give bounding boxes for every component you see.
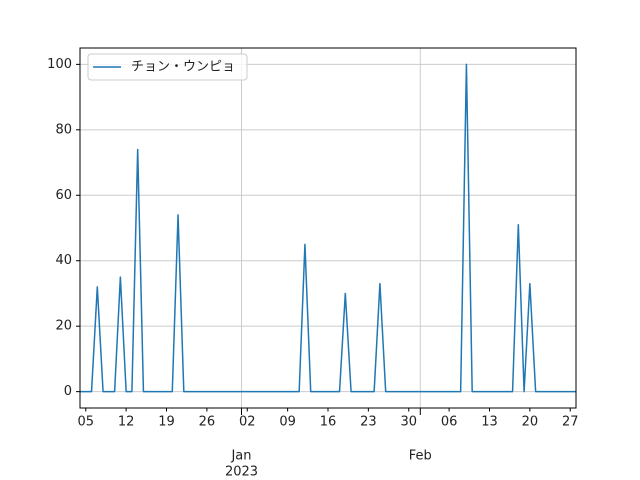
x-tick-label: 19: [158, 415, 175, 430]
y-tick-label: 80: [55, 122, 72, 137]
x-tick-label: 26: [199, 415, 216, 430]
y-tick-label: 0: [64, 384, 72, 399]
x-tick-sublabel: 2023: [225, 465, 258, 480]
y-tick-label: 40: [55, 253, 72, 268]
x-tick-label: 12: [118, 415, 135, 430]
plot-frame: [79, 47, 577, 409]
x-tick-label: 30: [400, 415, 417, 430]
x-tick-label-major: Jan: [230, 449, 251, 464]
y-tick-label: 100: [47, 57, 72, 72]
data-line: [80, 63, 576, 393]
legend-box: [87, 53, 248, 81]
x-tick-label: 27: [562, 415, 579, 430]
x-tick-label: 02: [239, 415, 256, 430]
x-tick-label: 23: [360, 415, 377, 430]
x-tick-label: 06: [441, 415, 458, 430]
x-tick-label: 05: [77, 415, 94, 430]
y-tick-label: 20: [55, 319, 72, 334]
legend-label: チョン・ウンピョ: [131, 60, 235, 75]
y-tick-label: 60: [55, 188, 72, 203]
x-tick-label: 09: [279, 415, 296, 430]
x-tick-label: 16: [320, 415, 337, 430]
x-tick-label-major: Feb: [409, 449, 432, 464]
x-tick-label: 13: [481, 415, 498, 430]
x-tick-label: 20: [522, 415, 539, 430]
